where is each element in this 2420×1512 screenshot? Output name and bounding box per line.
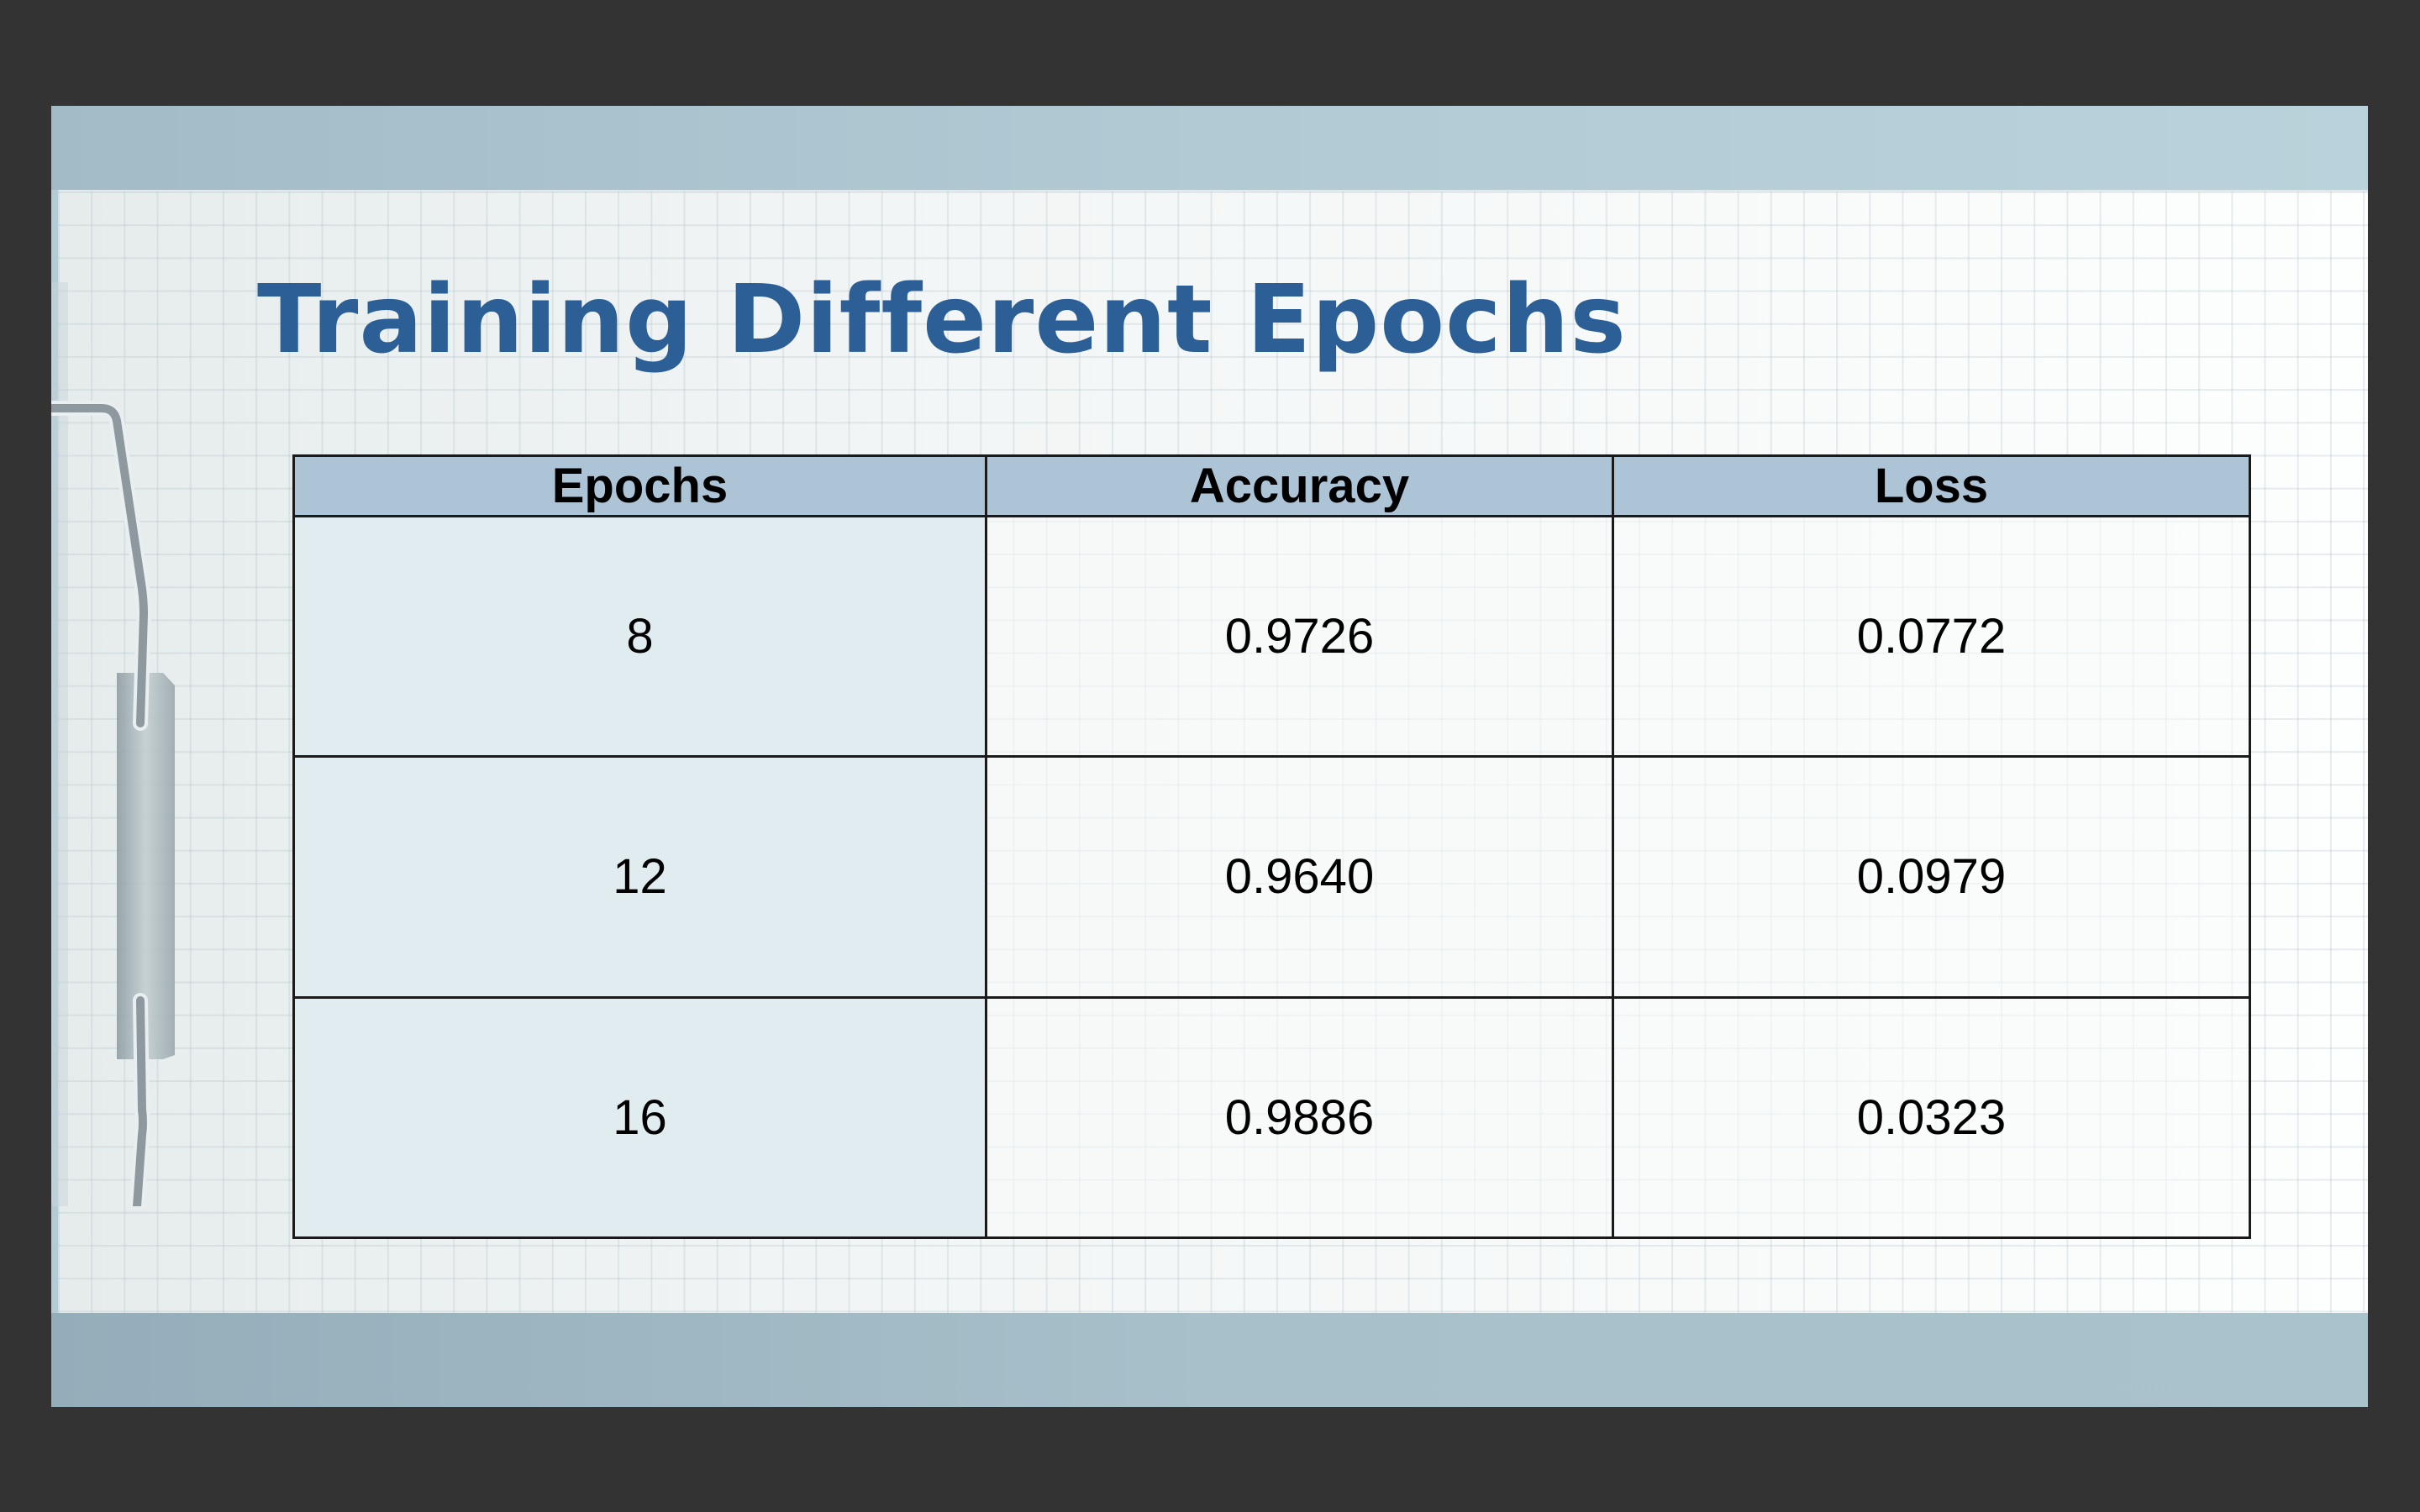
header-accuracy: Accuracy	[985, 454, 1614, 517]
table-header-row: Epochs Accuracy Loss	[292, 454, 2251, 517]
slide: Training Different Epochs Epochs Accurac…	[51, 106, 2368, 1407]
table-row: 12 0.9640 0.0979	[292, 755, 2251, 999]
cell-accuracy: 0.9726	[985, 514, 1614, 759]
cell-loss: 0.0323	[1612, 995, 2251, 1240]
paper-clip-icon	[51, 282, 175, 1206]
slide-bottom-band	[51, 1313, 2368, 1407]
slide-top-band	[51, 106, 2368, 190]
cell-epochs: 16	[292, 995, 987, 1240]
cell-accuracy: 0.9640	[985, 755, 1614, 999]
header-loss: Loss	[1612, 454, 2251, 517]
table-row: 8 0.9726 0.0772	[292, 514, 2251, 759]
cell-accuracy: 0.9886	[985, 995, 1614, 1240]
cell-loss: 0.0979	[1612, 755, 2251, 999]
epochs-table: Epochs Accuracy Loss 8 0.9726 0.0772 12 …	[292, 454, 2251, 1240]
table-row: 16 0.9886 0.0323	[292, 995, 2251, 1240]
header-epochs: Epochs	[292, 454, 987, 517]
cell-epochs: 8	[292, 514, 987, 759]
slide-title: Training Different Epochs	[257, 265, 1627, 375]
cell-loss: 0.0772	[1612, 514, 2251, 759]
cell-epochs: 12	[292, 755, 987, 999]
